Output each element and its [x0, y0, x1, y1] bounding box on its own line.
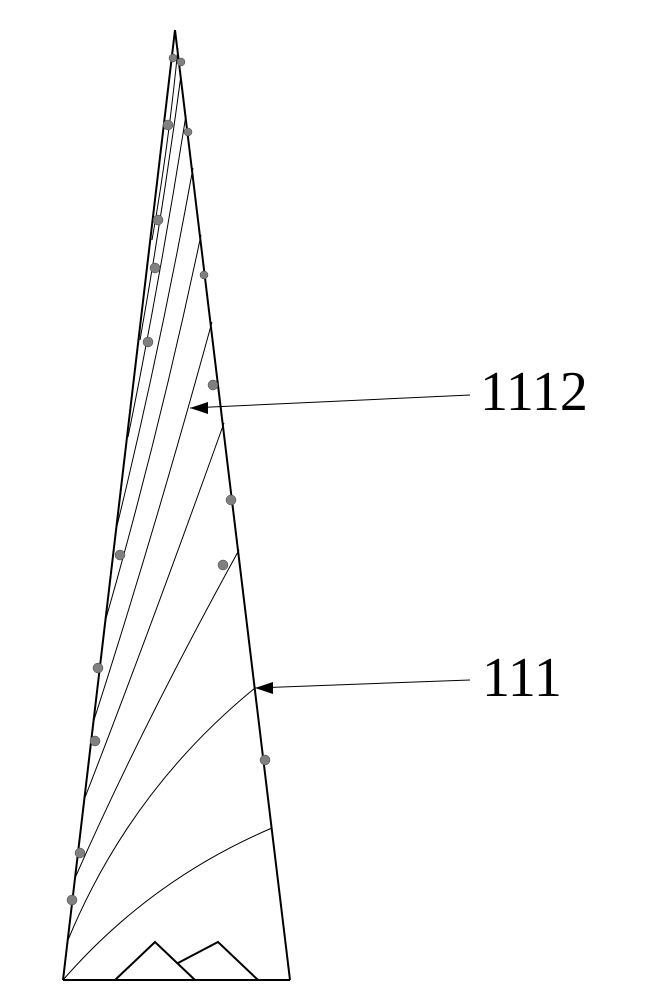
technical-diagram — [0, 0, 647, 1000]
reference-label-111: 111 — [482, 646, 562, 710]
reference-label-1112: 1112 — [480, 360, 588, 424]
